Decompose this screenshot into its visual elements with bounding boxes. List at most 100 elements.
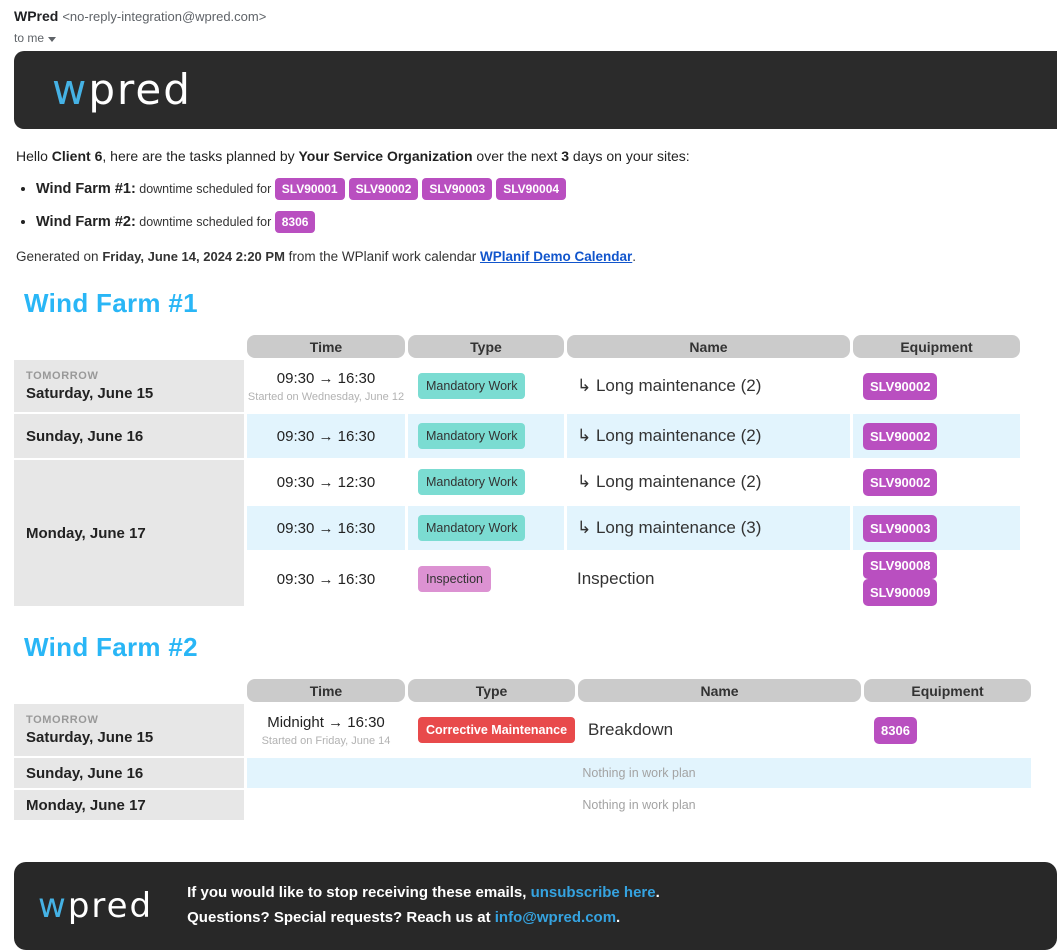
contact-suffix: . <box>616 909 621 926</box>
summary-item: Wind Farm #2: downtime scheduled for 830… <box>36 211 1057 233</box>
time-range: 09:30 → 16:30 <box>276 369 376 387</box>
equipment-badge: SLV90003 <box>863 514 938 542</box>
empty-plan-cell: Nothing in work plan <box>247 790 1032 820</box>
summary-item: Wind Farm #1: downtime scheduled for SLV… <box>36 178 1057 200</box>
contact-prefix: Questions? Special requests? Reach us at <box>187 909 495 926</box>
farm-section: Wind Farm #2 Time Type Name Equipment TOMORRO… <box>0 632 1057 822</box>
chevron-down-icon[interactable] <box>48 36 57 42</box>
unsubscribe-link[interactable]: unsubscribe here <box>530 884 656 902</box>
downtime-label: downtime scheduled for <box>135 182 275 196</box>
schedule-table: Time Type Name Equipment TOMORROW Saturday, J… <box>11 677 1034 822</box>
task-type-badge: Inspection <box>418 566 491 592</box>
recipient-row[interactable]: to me <box>14 31 1057 45</box>
table-header-row: Time Type Name Equipment <box>14 679 1032 702</box>
task-type-badge: Mandatory Work <box>418 373 526 399</box>
logo-w: w <box>38 886 68 926</box>
intro-suffix: days on your sites: <box>569 148 690 164</box>
column-header: Equipment <box>853 335 1020 358</box>
header-spacer <box>14 679 244 702</box>
equipment-cell: SLV90008SLV90009 <box>853 552 1020 606</box>
tomorrow-tag: TOMORROW <box>26 714 99 726</box>
task-type-badge: Mandatory Work <box>418 423 526 449</box>
task-name-cell: ↳ Long maintenance (2) <box>567 460 850 504</box>
column-header: Type <box>408 679 576 702</box>
equipment-badge: SLV90002 <box>863 372 938 400</box>
time-cell: 09:30 → 16:30 <box>247 552 405 606</box>
time-range: Midnight → 16:30 <box>267 713 385 731</box>
equipment-badge: SLV90002 <box>863 468 938 496</box>
sender-name: WPred <box>14 8 59 24</box>
generated-prefix: Generated on <box>16 249 103 264</box>
task-name-cell: ↳ Long maintenance (3) <box>567 506 850 550</box>
turbine-badge: 8306 <box>274 211 316 233</box>
date-label: Saturday, June 15 <box>26 385 154 402</box>
intro-mid1: , here are the tasks planned by <box>102 148 299 164</box>
equipment-cell: 8306 <box>864 704 1032 756</box>
logo-rest: pred <box>88 65 192 114</box>
task-type-badge: Corrective Maintenance <box>418 717 576 743</box>
date-cell: Sunday, June 16 <box>14 414 244 458</box>
task-name-cell: ↳ Long maintenance (2) <box>567 360 850 412</box>
logo-rest: pred <box>67 886 154 926</box>
date-label: Sunday, June 16 <box>26 764 144 782</box>
time-cell: 09:30 → 16:30 <box>247 506 405 550</box>
intro-text: Hello Client 6, here are the tasks plann… <box>16 148 1057 164</box>
column-header: Equipment <box>864 679 1032 702</box>
date-cell: Monday, June 17 <box>14 460 244 606</box>
equipment-cell: SLV90003 <box>853 506 1020 550</box>
schedule-row: Sunday, June 16 Nothing in work plan <box>14 758 1032 788</box>
intro-mid2: over the next <box>472 148 562 164</box>
sender-line: WPred <no-reply-integration@wpred.com> <box>14 8 1057 24</box>
generated-suffix: . <box>632 249 637 264</box>
equipment-badge: 8306 <box>874 716 917 744</box>
schedule-row: Sunday, June 16 09:30 → 16:30 Mandatory Wo… <box>14 414 1020 458</box>
equipment-badge: SLV90008 <box>863 552 938 579</box>
site-summary-list: Wind Farm #1: downtime scheduled for SLV… <box>36 178 1057 233</box>
footer-text: If you would like to stop receiving thes… <box>187 881 660 931</box>
time-note: Started on Wednesday, June 12 <box>247 390 405 403</box>
generated-datetime: Friday, June 14, 2024 2:20 PM <box>102 249 285 264</box>
type-cell: Mandatory Work <box>408 506 564 550</box>
calendar-link[interactable]: WPlanif Demo Calendar <box>479 249 633 264</box>
schedule-table: Time Type Name Equipment TOMORROW Saturday, J… <box>11 333 1023 608</box>
turbine-badge: SLV90001 <box>274 178 345 200</box>
type-cell: Corrective Maintenance <box>408 704 576 756</box>
schedule-row: TOMORROW Saturday, June 15 Midnight → 16:3… <box>14 704 1032 756</box>
unsubscribe-prefix: If you would like to stop receiving thes… <box>187 884 531 902</box>
farm-section: Wind Farm #1 Time Type Name Equipment TOMORRO… <box>0 288 1057 608</box>
empty-plan-cell: Nothing in work plan <box>247 758 1032 788</box>
column-header: Name <box>567 335 850 358</box>
table-header-row: Time Type Name Equipment <box>14 335 1020 358</box>
logo-w: w <box>52 65 89 114</box>
schedule-row: 09:30 → 16:30 Inspection Inspection SLV9000… <box>14 552 1020 606</box>
date-label: Monday, June 17 <box>26 524 146 542</box>
time-cell: Midnight → 16:30 Started on Friday, June … <box>247 704 405 756</box>
farm-sections: Wind Farm #1 Time Type Name Equipment TOMORRO… <box>0 288 1057 822</box>
type-cell: Mandatory Work <box>408 414 564 458</box>
wpred-footer-logo: wpred <box>38 889 153 923</box>
time-range: 09:30 → 12:30 <box>276 473 376 491</box>
turbine-badge: SLV90003 <box>422 178 493 200</box>
time-range: 09:30 → 16:30 <box>276 427 376 445</box>
contact-line: Questions? Special requests? Reach us at… <box>187 906 660 931</box>
intro-prefix: Hello <box>16 148 52 164</box>
task-name-cell: Breakdown <box>578 704 862 756</box>
tomorrow-tag: TOMORROW <box>26 370 99 382</box>
equipment-cell: SLV90002 <box>853 460 1020 504</box>
generated-line: Generated on Friday, June 14, 2024 2:20 … <box>16 249 1057 264</box>
schedule-row: Monday, June 17 09:30 → 12:30 Mandatory Wo… <box>14 460 1020 606</box>
client-name: Client 6 <box>51 148 103 164</box>
equipment-cell: SLV90002 <box>853 360 1020 412</box>
recipient-label: to me <box>14 31 45 45</box>
days-count: 3 <box>561 148 570 164</box>
farm-title: Wind Farm #1 <box>24 288 198 318</box>
schedule-row: Monday, June 17 Nothing in work plan <box>14 790 1032 820</box>
unsubscribe-suffix: . <box>655 884 660 902</box>
org-name: Your Service Organization <box>298 148 473 164</box>
contact-email-link[interactable]: info@wpred.com <box>494 909 617 926</box>
date-label: Sunday, June 16 <box>26 427 144 445</box>
email-header: WPred <no-reply-integration@wpred.com> to… <box>0 0 1057 51</box>
column-header: Name <box>578 679 862 702</box>
site-name: Wind Farm #2: <box>36 214 136 230</box>
column-header: Time <box>247 335 405 358</box>
